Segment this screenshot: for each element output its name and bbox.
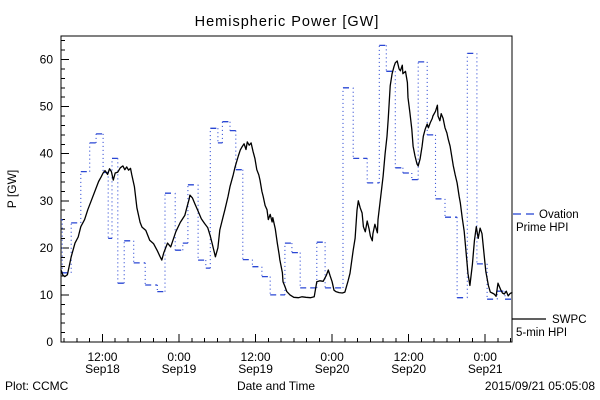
x-tick-time-label: 12:00 xyxy=(394,350,424,364)
y-tick-label: 60 xyxy=(40,53,54,67)
x-tick-date-label: Sep18 xyxy=(85,362,120,376)
x-tick-date-label: Sep21 xyxy=(468,362,503,376)
ovation-series-line xyxy=(61,44,512,300)
swpc-legend-label-line1: SWPC xyxy=(552,314,587,326)
y-tick-label: 30 xyxy=(40,194,54,208)
y-tick-label: 50 xyxy=(40,100,54,114)
y-axis-label: P [GW] xyxy=(5,170,19,208)
axis-ticks xyxy=(61,40,512,343)
x-tick-date-label: Sep19 xyxy=(162,362,197,376)
ovation-legend-label-line1: Ovation xyxy=(539,209,579,221)
x-tick-time-label: 12:00 xyxy=(87,350,117,364)
legend-ovation: Ovation Prime HPI xyxy=(513,209,579,234)
plot-timestamp: 2015/09/21 05:05:08 xyxy=(485,379,595,393)
x-tick-time-label: 0:00 xyxy=(167,350,191,364)
swpc-legend-label-line2: 5-min HPI xyxy=(516,327,567,339)
x-tick-time-label: 12:00 xyxy=(241,350,271,364)
y-tick-label: 0 xyxy=(46,335,53,349)
chart-title: Hemispheric Power [GW] xyxy=(195,14,380,30)
y-tick-label: 40 xyxy=(40,147,54,161)
chart-frame xyxy=(60,35,513,343)
x-tick-date-label: Sep20 xyxy=(391,362,426,376)
swpc-series-line xyxy=(60,60,513,299)
axis-tick-labels: 12:00Sep180:00Sep1912:00Sep190:00Sep2012… xyxy=(40,53,503,376)
legend-swpc: SWPC 5-min HPI xyxy=(512,314,587,339)
ovation-series-connectors xyxy=(61,45,506,300)
plot-area: 12:00Sep180:00Sep1912:00Sep190:00Sep2012… xyxy=(40,35,513,376)
plot-credit: Plot: CCMC xyxy=(5,379,69,393)
y-tick-label: 20 xyxy=(40,241,54,255)
x-axis-label: Date and Time xyxy=(237,379,315,393)
x-tick-date-label: Sep19 xyxy=(238,362,273,376)
ovation-legend-label-line2: Prime HPI xyxy=(516,222,568,234)
x-tick-time-label: 0:00 xyxy=(320,350,344,364)
y-tick-label: 10 xyxy=(40,288,54,302)
x-tick-time-label: 0:00 xyxy=(474,350,498,364)
x-tick-date-label: Sep20 xyxy=(315,362,350,376)
